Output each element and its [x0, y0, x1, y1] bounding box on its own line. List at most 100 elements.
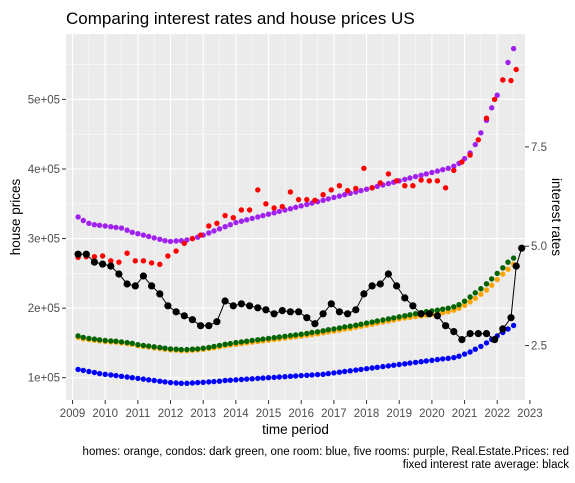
data-point-condos	[276, 334, 282, 340]
data-point-real_estate	[451, 167, 457, 174]
data-point-condos	[358, 321, 364, 327]
y2-tick-label: 2.5	[531, 341, 547, 353]
data-point-one_room	[184, 380, 190, 386]
data-point-five_rooms	[298, 203, 304, 209]
data-point-real_estate	[132, 258, 138, 264]
data-point-condos	[233, 339, 239, 346]
x-tick-label: 2009	[60, 408, 86, 420]
data-point-five_rooms	[293, 204, 299, 210]
data-point-one_room	[102, 371, 108, 377]
data-point-real_estate	[467, 152, 473, 158]
data-point-real_estate	[214, 220, 220, 226]
data-point-five_rooms	[162, 238, 168, 244]
data-point-one_room	[211, 378, 217, 385]
data-point-real_estate	[320, 192, 326, 198]
data-point-one_room	[304, 372, 310, 378]
y2-axis-title: interest rates	[549, 178, 564, 256]
data-point-interest	[205, 322, 213, 330]
data-point-one_room	[478, 343, 484, 350]
data-point-homes	[500, 271, 506, 277]
data-point-real_estate	[165, 253, 171, 259]
data-point-interest	[254, 304, 262, 312]
data-point-interest	[518, 244, 526, 252]
data-point-one_room	[108, 372, 114, 378]
data-point-interest	[499, 325, 507, 333]
data-point-one_room	[222, 377, 228, 384]
data-point-condos	[255, 337, 261, 343]
data-point-one_room	[167, 379, 174, 386]
data-point-one_room	[189, 380, 196, 386]
data-point-five_rooms	[249, 215, 255, 222]
data-point-five_rooms	[265, 211, 272, 217]
data-point-one_room	[282, 374, 288, 380]
data-point-one_room	[118, 373, 125, 379]
data-point-condos	[342, 324, 348, 330]
data-point-five_rooms	[227, 222, 233, 228]
data-point-five_rooms	[157, 236, 163, 242]
data-point-one_room	[178, 380, 184, 386]
data-point-real_estate	[402, 183, 408, 189]
data-point-homes	[478, 291, 484, 297]
data-point-condos	[407, 312, 413, 318]
data-point-one_room	[456, 353, 462, 359]
data-point-real_estate	[295, 196, 302, 203]
data-point-real_estate	[500, 77, 506, 83]
data-point-five_rooms	[412, 173, 419, 180]
data-point-five_rooms	[276, 208, 282, 215]
data-point-one_room	[113, 372, 119, 379]
data-point-five_rooms	[129, 229, 135, 235]
data-point-five_rooms	[358, 187, 364, 194]
data-point-one_room	[412, 359, 419, 366]
data-point-five_rooms	[102, 223, 108, 229]
data-point-one_room	[86, 368, 92, 375]
data-point-one_room	[434, 356, 441, 363]
data-point-one_room	[200, 379, 206, 385]
data-point-interest	[401, 294, 409, 302]
data-point-real_estate	[336, 183, 343, 189]
data-point-interest	[229, 302, 237, 310]
data-point-interest	[90, 258, 98, 266]
data-point-interest	[295, 308, 303, 316]
data-point-interest	[286, 308, 294, 316]
data-point-condos	[434, 307, 441, 313]
data-point-condos	[206, 344, 212, 351]
data-point-one_room	[369, 365, 375, 371]
data-point-five_rooms	[505, 59, 511, 66]
data-point-one_room	[124, 374, 130, 380]
data-point-real_estate	[513, 66, 519, 73]
data-point-condos	[108, 338, 114, 344]
data-point-five_rooms	[173, 238, 179, 244]
data-point-condos	[494, 270, 500, 277]
data-point-five_rooms	[244, 217, 250, 223]
data-point-one_room	[314, 371, 321, 378]
data-point-one_room	[385, 363, 392, 369]
data-point-one_room	[374, 364, 380, 370]
data-point-condos	[440, 306, 446, 312]
data-point-interest	[512, 262, 520, 270]
data-point-five_rooms	[222, 224, 228, 230]
data-point-one_room	[233, 377, 239, 383]
data-point-condos	[167, 346, 174, 352]
data-point-five_rooms	[374, 183, 380, 190]
data-point-one_room	[331, 370, 337, 376]
data-marks	[74, 45, 526, 386]
data-point-five_rooms	[216, 226, 223, 232]
data-point-one_room	[91, 369, 98, 376]
data-point-condos	[445, 305, 451, 311]
data-point-one_room	[151, 377, 157, 384]
y-tick-label: 5e+05	[28, 94, 60, 106]
data-point-condos	[260, 336, 266, 342]
data-point-one_room	[162, 379, 168, 385]
data-point-five_rooms	[86, 220, 92, 226]
data-point-one_room	[265, 375, 272, 381]
data-point-condos	[80, 334, 87, 341]
data-point-real_estate	[189, 235, 196, 242]
data-point-five_rooms	[287, 206, 294, 212]
chart-title: Comparing interest rates and house price…	[66, 9, 415, 28]
data-point-interest	[327, 300, 335, 308]
data-point-one_room	[440, 356, 446, 362]
data-point-real_estate	[377, 180, 383, 186]
data-point-real_estate	[491, 96, 498, 103]
data-point-real_estate	[148, 260, 155, 266]
data-point-interest	[156, 290, 164, 298]
